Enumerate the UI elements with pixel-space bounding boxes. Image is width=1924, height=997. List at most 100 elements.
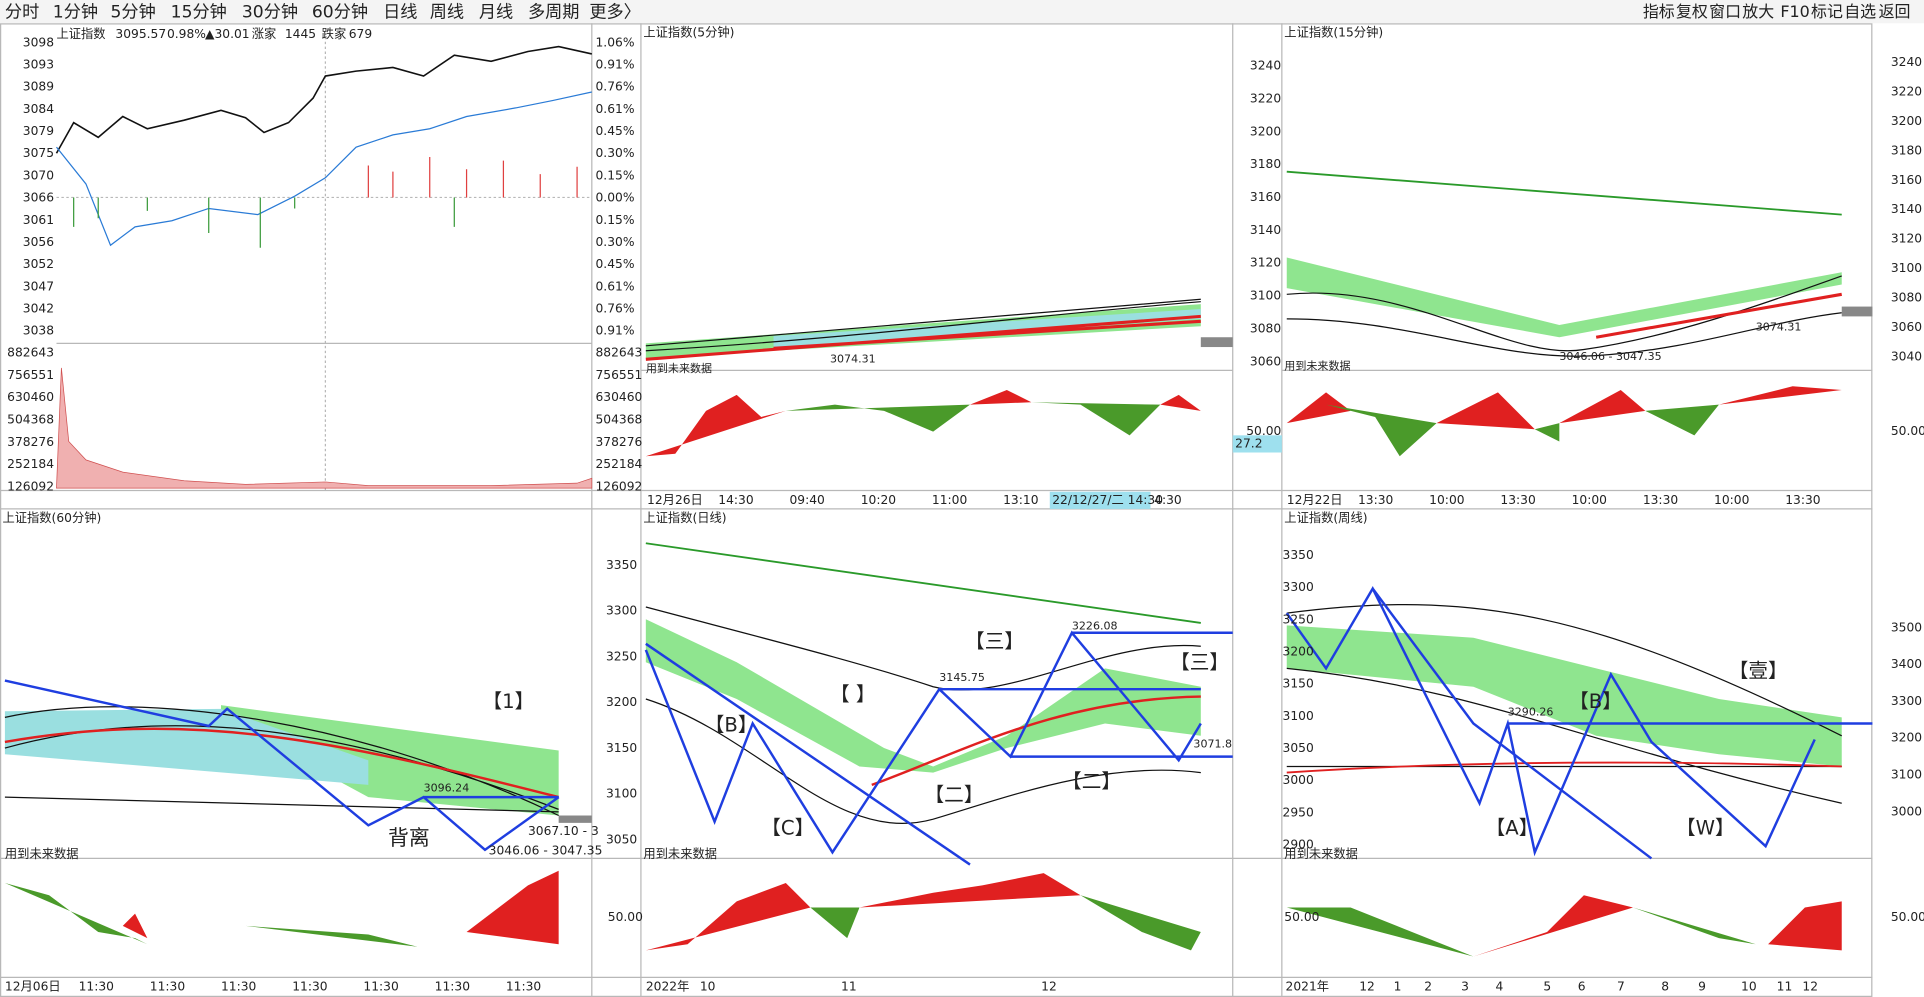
axis-label: 378276: [7, 435, 54, 449]
tool[interactable]: F10: [1780, 2, 1809, 21]
axis-label: 3038: [23, 324, 54, 338]
annotation: 【1】: [483, 690, 535, 713]
axis-label: 0.61%: [595, 279, 634, 293]
tool[interactable]: 复权: [1676, 2, 1708, 21]
axis-label: 3300: [1891, 694, 1922, 708]
annotation: 【A】: [1486, 817, 1539, 840]
annotation: 50.00: [1891, 424, 1924, 438]
x-label: 11: [1777, 980, 1793, 994]
tab[interactable]: 更多〉: [589, 2, 641, 22]
axis-label: 3061: [23, 213, 54, 227]
x-label: 10:00: [1429, 493, 1464, 507]
axis-label: 3500: [1891, 620, 1922, 634]
x-label: 11:00: [932, 493, 967, 507]
annotation: 【三】: [1170, 651, 1229, 674]
x-label: 7: [1617, 980, 1625, 994]
axis-label: 3079: [23, 124, 54, 138]
panel-borders: [0, 23, 1873, 997]
annotation: 用到未来数据: [1284, 846, 1358, 861]
tool[interactable]: 窗口: [1709, 2, 1741, 21]
axis-label: 3350: [606, 558, 637, 572]
x-label: 10: [1741, 980, 1757, 994]
x-label: 1: [1394, 980, 1402, 994]
axis-label: 3080: [1891, 291, 1922, 305]
axis-label: 504368: [7, 413, 54, 427]
annotation: 50.00: [1284, 910, 1319, 924]
axis-label: 0.45%: [595, 124, 634, 138]
x-label: 12月22日: [1287, 493, 1343, 507]
value-box: [1232, 435, 1282, 453]
axis-label: 3240: [1891, 55, 1922, 69]
x-label: 10:00: [1572, 493, 1607, 507]
axis-label: 126092: [595, 479, 642, 493]
x-label: 2: [1424, 980, 1432, 994]
tab[interactable]: 日线: [383, 2, 417, 22]
tool[interactable]: 自选: [1844, 2, 1876, 21]
axis-label: 3050: [606, 833, 637, 847]
x-label: 10:20: [861, 493, 896, 507]
axis-label: 756551: [595, 368, 642, 382]
annotation: 3046.06 - 3047.35: [489, 844, 603, 858]
tab[interactable]: 多周期: [528, 2, 580, 22]
x-label: 22/12/27/二 14:30: [1052, 493, 1163, 507]
axis-label: 3040: [1891, 349, 1922, 363]
axis-label: 252184: [7, 457, 54, 471]
axis-label: 3060: [1250, 354, 1281, 368]
axis-label: 252184: [595, 457, 642, 471]
axis-label: 3300: [606, 604, 637, 618]
quote-field: 涨家: [252, 26, 277, 41]
quote-field: 0.98%: [167, 27, 206, 41]
annotation: 3290.26: [1508, 705, 1554, 718]
axis-label: 3200: [1891, 114, 1922, 128]
tab[interactable]: 分时: [5, 2, 39, 22]
quote-field: ▲30.01: [205, 27, 250, 41]
axis-label: 3200: [1891, 731, 1922, 745]
tab[interactable]: 5分钟: [111, 2, 156, 22]
axis-label: 2900: [1283, 837, 1314, 851]
axis-label: 2950: [1283, 805, 1314, 819]
x-label: 10:00: [1714, 493, 1749, 507]
tab[interactable]: 15分钟: [171, 2, 227, 22]
x-label: 11:30: [506, 980, 541, 994]
annotation: 27.2: [1235, 436, 1262, 450]
tab[interactable]: 30分钟: [242, 2, 298, 22]
tool[interactable]: 放大: [1742, 2, 1774, 21]
x-label: 11:30: [221, 980, 256, 994]
axis-label: 0.00%: [595, 191, 634, 205]
axis-label: 3200: [1283, 644, 1314, 658]
tool[interactable]: 指标: [1643, 2, 1675, 21]
axis-label: 3200: [606, 695, 637, 709]
tool[interactable]: 标记: [1811, 2, 1843, 21]
annotation: 【B】: [705, 713, 758, 736]
axis-label: 3060: [1891, 320, 1922, 334]
tab[interactable]: 月线: [479, 2, 513, 22]
axis-label: 3084: [23, 102, 54, 116]
axis-label: 504368: [595, 413, 642, 427]
axis-label: 3075: [23, 146, 54, 160]
quote-field: 3095.57: [115, 27, 166, 41]
x-label: 13:30: [1643, 493, 1678, 507]
axis-label: 3100: [1283, 709, 1314, 723]
axis-label: 3066: [23, 191, 54, 205]
axis-label: 3220: [1250, 92, 1281, 106]
axis-label: 0.91%: [595, 58, 634, 72]
x-label: 4:30: [1154, 493, 1182, 507]
tab[interactable]: 60分钟: [312, 2, 368, 22]
axis-label: 3042: [23, 301, 54, 315]
axis-label: 3050: [1283, 741, 1314, 755]
x-label: 11:30: [292, 980, 327, 994]
panel-title: 上证指数: [56, 26, 105, 41]
tool[interactable]: 返回: [1879, 2, 1911, 21]
axis-label: 1.06%: [595, 35, 634, 49]
tab[interactable]: 周线: [430, 2, 464, 22]
axis-label: 3150: [1283, 677, 1314, 691]
x-label: 11: [841, 980, 857, 994]
kline-decoration: [4, 679, 592, 947]
tab[interactable]: 1分钟: [53, 2, 98, 22]
annotation: 【三】: [965, 630, 1024, 653]
quote-field: 跌家: [322, 26, 347, 41]
axis-label: 3150: [606, 741, 637, 755]
axis-label: 3250: [606, 649, 637, 663]
axis-label: 630460: [595, 390, 642, 404]
